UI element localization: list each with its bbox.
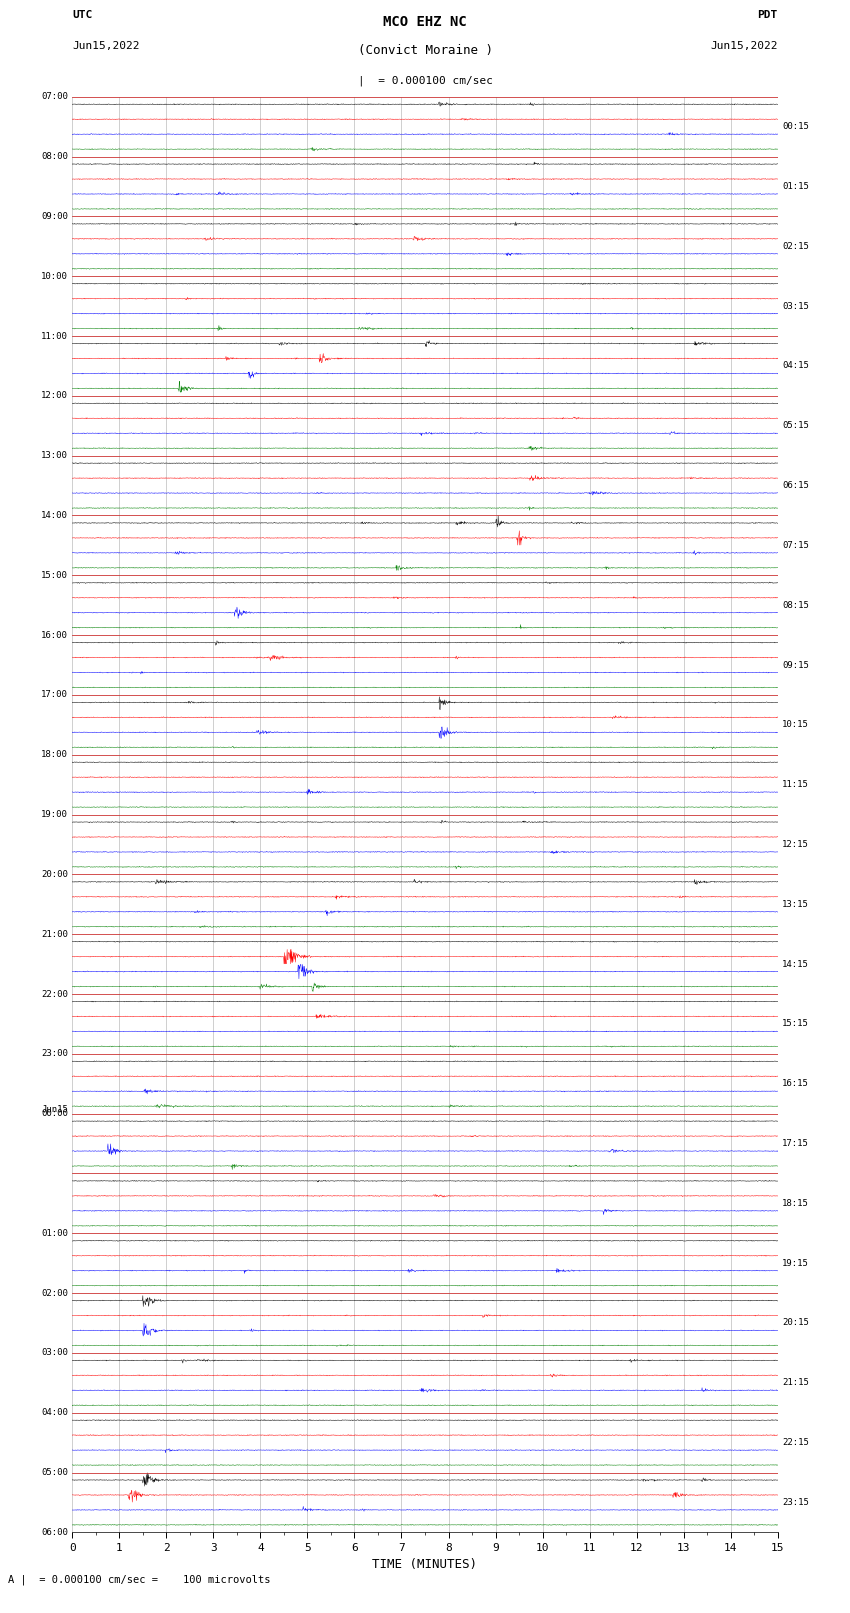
Text: 10:15: 10:15 <box>782 721 809 729</box>
Text: 06:00: 06:00 <box>41 1528 68 1537</box>
Text: 15:15: 15:15 <box>782 1019 809 1029</box>
Text: 07:15: 07:15 <box>782 540 809 550</box>
Text: 13:00: 13:00 <box>41 452 68 460</box>
Text: 19:00: 19:00 <box>41 810 68 819</box>
Text: 09:00: 09:00 <box>41 211 68 221</box>
Text: 01:15: 01:15 <box>782 182 809 190</box>
Text: Jun15: Jun15 <box>41 1105 68 1113</box>
Text: 19:15: 19:15 <box>782 1258 809 1268</box>
Text: PDT: PDT <box>757 10 778 19</box>
Text: 03:00: 03:00 <box>41 1348 68 1358</box>
Text: 17:15: 17:15 <box>782 1139 809 1148</box>
Text: 08:00: 08:00 <box>41 152 68 161</box>
Text: 08:15: 08:15 <box>782 600 809 610</box>
Text: 23:00: 23:00 <box>41 1050 68 1058</box>
Text: 04:15: 04:15 <box>782 361 809 371</box>
Text: 21:00: 21:00 <box>41 929 68 939</box>
Text: 20:15: 20:15 <box>782 1318 809 1327</box>
Text: |  = 0.000100 cm/sec: | = 0.000100 cm/sec <box>358 76 492 85</box>
Text: 00:00: 00:00 <box>41 1110 68 1118</box>
Text: 21:15: 21:15 <box>782 1379 809 1387</box>
Text: 03:15: 03:15 <box>782 302 809 311</box>
Text: MCO EHZ NC: MCO EHZ NC <box>383 15 467 29</box>
Text: Jun15,2022: Jun15,2022 <box>711 40 778 50</box>
Text: Jun15,2022: Jun15,2022 <box>72 40 139 50</box>
Text: 12:00: 12:00 <box>41 392 68 400</box>
Text: 00:15: 00:15 <box>782 123 809 131</box>
Text: 02:00: 02:00 <box>41 1289 68 1297</box>
Text: 06:15: 06:15 <box>782 481 809 490</box>
Text: 20:00: 20:00 <box>41 869 68 879</box>
Text: 02:15: 02:15 <box>782 242 809 250</box>
Text: 23:15: 23:15 <box>782 1498 809 1507</box>
Text: 10:00: 10:00 <box>41 271 68 281</box>
Text: 13:15: 13:15 <box>782 900 809 908</box>
Text: 22:00: 22:00 <box>41 989 68 998</box>
Text: 01:00: 01:00 <box>41 1229 68 1237</box>
Text: 05:00: 05:00 <box>41 1468 68 1478</box>
Text: A |  = 0.000100 cm/sec =    100 microvolts: A | = 0.000100 cm/sec = 100 microvolts <box>8 1574 271 1584</box>
Text: (Convict Moraine ): (Convict Moraine ) <box>358 44 492 56</box>
Text: 14:00: 14:00 <box>41 511 68 519</box>
Text: 18:00: 18:00 <box>41 750 68 760</box>
Text: 09:15: 09:15 <box>782 661 809 669</box>
Text: 14:15: 14:15 <box>782 960 809 968</box>
Text: 15:00: 15:00 <box>41 571 68 579</box>
Text: 16:00: 16:00 <box>41 631 68 640</box>
X-axis label: TIME (MINUTES): TIME (MINUTES) <box>372 1558 478 1571</box>
Text: 07:00: 07:00 <box>41 92 68 102</box>
Text: 22:15: 22:15 <box>782 1439 809 1447</box>
Text: 11:00: 11:00 <box>41 332 68 340</box>
Text: 16:15: 16:15 <box>782 1079 809 1089</box>
Text: 17:00: 17:00 <box>41 690 68 700</box>
Text: 11:15: 11:15 <box>782 781 809 789</box>
Text: UTC: UTC <box>72 10 93 19</box>
Text: 18:15: 18:15 <box>782 1198 809 1208</box>
Text: 04:00: 04:00 <box>41 1408 68 1418</box>
Text: 12:15: 12:15 <box>782 840 809 848</box>
Text: 05:15: 05:15 <box>782 421 809 431</box>
